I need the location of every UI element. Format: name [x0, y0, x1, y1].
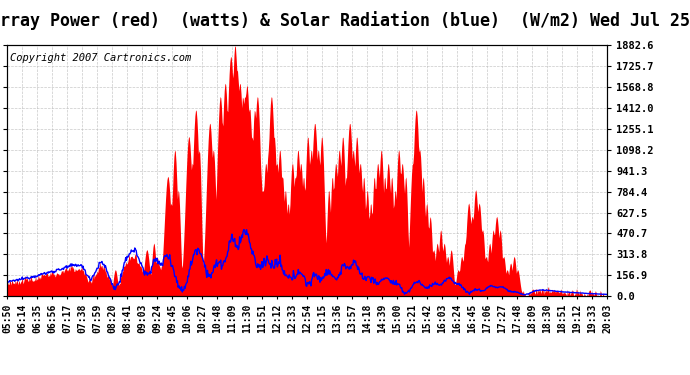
Text: East Array Power (red)  (watts) & Solar Radiation (blue)  (W/m2) Wed Jul 25 20:0: East Array Power (red) (watts) & Solar R…: [0, 11, 690, 30]
Text: Copyright 2007 Cartronics.com: Copyright 2007 Cartronics.com: [10, 53, 191, 63]
